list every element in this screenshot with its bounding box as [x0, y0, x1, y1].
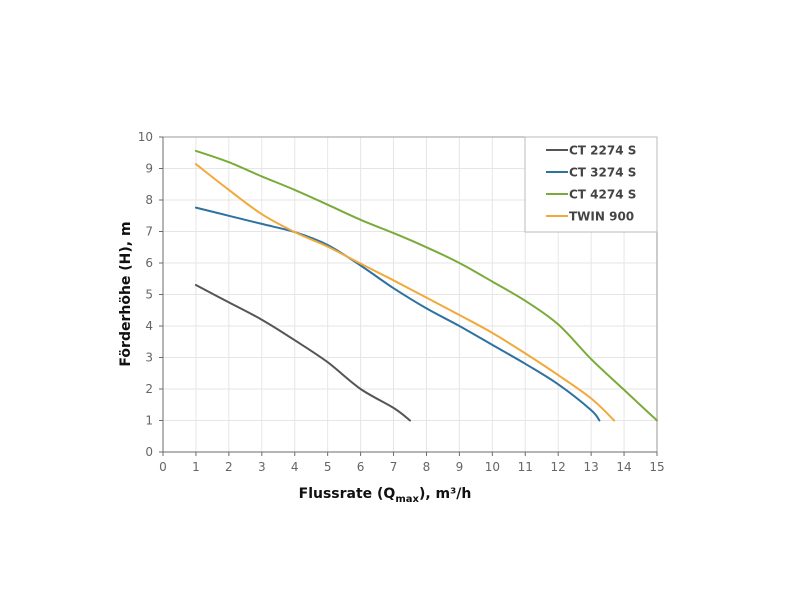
series-line-ct-3274-s [194, 206, 601, 422]
x-tick-label: 3 [258, 460, 266, 474]
y-tick-label: 4 [145, 319, 153, 333]
y-tick-label: 8 [145, 193, 153, 207]
x-tick-label: 4 [291, 460, 299, 474]
legend-label-ct-2274-s: CT 2274 S [569, 144, 636, 158]
x-axis-title-subscript: max [395, 494, 419, 505]
series-line-ct-4274-s [194, 149, 658, 422]
y-tick-label: 2 [145, 382, 153, 396]
y-axis-title: Förderhöhe (H), m [118, 221, 134, 366]
y-tick-label: 9 [145, 162, 153, 176]
x-tick-label: 13 [583, 460, 598, 474]
x-tick-label: 9 [456, 460, 464, 474]
x-tick-label: 6 [357, 460, 365, 474]
legend-label-ct-3274-s: CT 3274 S [569, 166, 636, 180]
x-tick-label: 11 [518, 460, 533, 474]
x-tick-label: 8 [423, 460, 431, 474]
y-axis-ticks: 0 1 2 3 4 5 6 7 8 9 10 [138, 130, 163, 459]
y-tick-label: 0 [145, 445, 153, 459]
y-tick-label: 1 [145, 414, 153, 428]
x-tick-label: 14 [616, 460, 631, 474]
y-tick-label: 3 [145, 351, 153, 365]
x-tick-label: 0 [159, 460, 167, 474]
x-tick-label: 12 [551, 460, 566, 474]
legend-label-ct-4274-s: CT 4274 S [569, 188, 636, 202]
x-axis-ticks: 0 1 2 3 4 5 6 7 8 9 10 11 12 13 14 15 [159, 452, 665, 474]
x-tick-label: 7 [390, 460, 398, 474]
y-tick-label: 5 [145, 288, 153, 302]
y-tick-label: 7 [145, 225, 153, 239]
legend-label-twin-900: TWIN 900 [569, 210, 634, 224]
legend: CT 2274 S CT 3274 S CT 4274 S TWIN 900 [524, 136, 658, 233]
x-tick-label: 15 [649, 460, 664, 474]
x-tick-label: 2 [225, 460, 233, 474]
series-line-twin-900 [194, 163, 616, 422]
x-tick-label: 5 [324, 460, 332, 474]
y-tick-label: 10 [138, 130, 153, 144]
x-axis-title: Flussrate (Qmax), m³/h [299, 486, 472, 505]
series-lines [194, 149, 658, 422]
x-tick-label: 10 [485, 460, 500, 474]
series-line-ct-2274-s [194, 284, 411, 422]
y-tick-label: 6 [145, 256, 153, 270]
x-tick-label: 1 [192, 460, 200, 474]
